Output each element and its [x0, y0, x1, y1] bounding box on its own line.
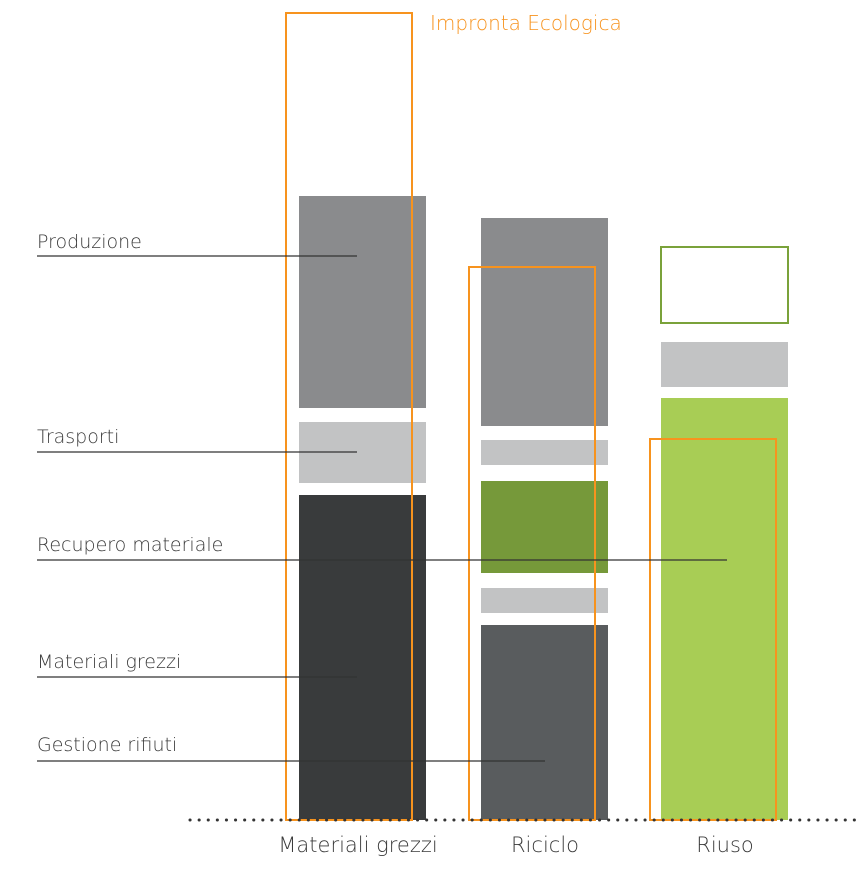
- segment-recupero-materiale: [661, 398, 788, 820]
- segment-riuso-outline: [660, 246, 789, 324]
- column-riuso: [660, 246, 789, 820]
- legend-trasporti-label: Trasporti: [37, 426, 119, 448]
- legend-gestione-rifiuti-label: Gestione rifiuti: [37, 734, 177, 756]
- legend-produzione-label: Produzione: [37, 231, 142, 253]
- footprint-title: Impronta Ecologica: [430, 11, 622, 35]
- legend-materiali-grezzi-label: Materiali grezzi: [37, 651, 181, 673]
- column-label-riciclo: Riciclo: [511, 833, 579, 857]
- segment-produzione: [299, 196, 426, 408]
- footprint-materiali-grezzi: [285, 12, 413, 821]
- column-materiali-grezzi: [299, 196, 426, 820]
- segment-recupero-materiale: [481, 481, 608, 573]
- segment-trasporti: [481, 440, 608, 465]
- segment-produzione: [481, 218, 608, 426]
- column-label-materiali-grezzi: Materiali grezzi: [278, 833, 437, 857]
- column-labels: Materiali grezzi Riciclo Riuso: [278, 833, 753, 857]
- segment-trasporti: [661, 342, 788, 387]
- footprint-riciclo: [468, 266, 596, 821]
- segment-materiali-grezzi: [299, 495, 426, 820]
- column-label-riuso: Riuso: [696, 833, 754, 857]
- segment-trasporti: [481, 588, 608, 613]
- segment-gestione-rifiuti: [481, 625, 608, 820]
- legend: Produzione Trasporti Recupero materiale …: [37, 231, 727, 762]
- footprint-outlines: [285, 12, 777, 821]
- legend-recupero-materiale-label: Recupero materiale: [37, 534, 223, 556]
- footprint-riuso: [649, 438, 777, 821]
- column-riciclo: [481, 218, 608, 820]
